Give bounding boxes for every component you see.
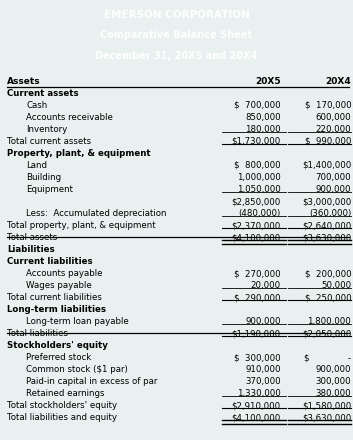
Text: Paid-in capital in excess of par: Paid-in capital in excess of par <box>26 377 158 386</box>
Text: Current liabilities: Current liabilities <box>7 257 93 266</box>
Text: $1,730,000: $1,730,000 <box>231 137 281 146</box>
Text: $  290,000: $ 290,000 <box>234 293 281 302</box>
Text: (480,000): (480,000) <box>238 209 281 218</box>
Text: 20X5: 20X5 <box>255 77 281 86</box>
Text: $  270,000: $ 270,000 <box>234 269 281 278</box>
Text: $3,630,000: $3,630,000 <box>302 233 351 242</box>
Text: $3,630,000: $3,630,000 <box>302 413 351 422</box>
Text: $4,100,000: $4,100,000 <box>231 233 281 242</box>
Text: 20,000: 20,000 <box>251 281 281 290</box>
Text: Assets: Assets <box>7 77 41 86</box>
Text: Total stockholders' equity: Total stockholders' equity <box>7 401 117 410</box>
Text: $  990,000: $ 990,000 <box>305 137 351 146</box>
Text: $1,580,000: $1,580,000 <box>302 401 351 410</box>
Text: $  250,000: $ 250,000 <box>305 293 351 302</box>
Text: 180,000: 180,000 <box>245 125 281 134</box>
Text: Total current liabilities: Total current liabilities <box>7 293 102 302</box>
Text: Stockholders' equity: Stockholders' equity <box>7 341 108 350</box>
Text: $2,370,000: $2,370,000 <box>231 221 281 230</box>
Text: $  700,000: $ 700,000 <box>234 101 281 110</box>
Text: 600,000: 600,000 <box>316 113 351 122</box>
Text: 1,330,000: 1,330,000 <box>237 389 281 398</box>
Text: $2,850,000: $2,850,000 <box>231 197 281 206</box>
Text: Land: Land <box>26 161 47 170</box>
Text: December 31, 20X5 and 20X4: December 31, 20X5 and 20X4 <box>95 51 258 61</box>
Text: 1,800,000: 1,800,000 <box>307 317 351 326</box>
Text: 700,000: 700,000 <box>316 173 351 182</box>
Text: Cash: Cash <box>26 101 48 110</box>
Text: Common stock ($1 par): Common stock ($1 par) <box>26 365 128 374</box>
Text: Equipment: Equipment <box>26 185 73 194</box>
Text: $  200,000: $ 200,000 <box>305 269 351 278</box>
Text: Total liabilities and equity: Total liabilities and equity <box>7 413 117 422</box>
Text: Current assets: Current assets <box>7 89 79 98</box>
Text: Preferred stock: Preferred stock <box>26 353 92 362</box>
Text: Long-term liabilities: Long-term liabilities <box>7 305 106 314</box>
Text: 900,000: 900,000 <box>245 317 281 326</box>
Text: Property, plant, & equipment: Property, plant, & equipment <box>7 149 151 158</box>
Text: Accounts receivable: Accounts receivable <box>26 113 113 122</box>
Text: Accounts payable: Accounts payable <box>26 269 103 278</box>
Text: $  170,000: $ 170,000 <box>305 101 351 110</box>
Text: 910,000: 910,000 <box>245 365 281 374</box>
Text: Liabilities: Liabilities <box>7 245 55 254</box>
Text: Less:  Accumulated depreciation: Less: Accumulated depreciation <box>26 209 167 218</box>
Text: 900,000: 900,000 <box>316 365 351 374</box>
Text: Retained earnings: Retained earnings <box>26 389 105 398</box>
Text: $1,400,000: $1,400,000 <box>302 161 351 170</box>
Text: EMERSON CORPORATION: EMERSON CORPORATION <box>103 10 250 20</box>
Text: 1,000,000: 1,000,000 <box>237 173 281 182</box>
Text: 50,000: 50,000 <box>321 281 351 290</box>
Text: 1,050,000: 1,050,000 <box>237 185 281 194</box>
Text: $2,910,000: $2,910,000 <box>232 401 281 410</box>
Text: Inventory: Inventory <box>26 125 68 134</box>
Text: $3,000,000: $3,000,000 <box>302 197 351 206</box>
Text: Total liabilities: Total liabilities <box>7 329 68 338</box>
Text: Total assets: Total assets <box>7 233 57 242</box>
Text: Wages payable: Wages payable <box>26 281 92 290</box>
Text: 850,000: 850,000 <box>245 113 281 122</box>
Text: Long-term loan payable: Long-term loan payable <box>26 317 129 326</box>
Text: $1,190,000: $1,190,000 <box>232 329 281 338</box>
Text: $2,640,000: $2,640,000 <box>302 221 351 230</box>
Text: 900,000: 900,000 <box>316 185 351 194</box>
Text: 380,000: 380,000 <box>316 389 351 398</box>
Text: (360,000): (360,000) <box>309 209 351 218</box>
Text: 300,000: 300,000 <box>316 377 351 386</box>
Text: $2,050,000: $2,050,000 <box>302 329 351 338</box>
Text: Total property, plant, & equipment: Total property, plant, & equipment <box>7 221 156 230</box>
Text: $4,100,000: $4,100,000 <box>231 413 281 422</box>
Text: 370,000: 370,000 <box>245 377 281 386</box>
Text: 220,000: 220,000 <box>316 125 351 134</box>
Text: $  800,000: $ 800,000 <box>234 161 281 170</box>
Text: Total current assets: Total current assets <box>7 137 91 146</box>
Text: Building: Building <box>26 173 62 182</box>
Text: $  300,000: $ 300,000 <box>234 353 281 362</box>
Text: $              -: $ - <box>304 353 351 362</box>
Text: 20X4: 20X4 <box>325 77 351 86</box>
Text: Comparative Balance Sheet: Comparative Balance Sheet <box>101 30 252 40</box>
